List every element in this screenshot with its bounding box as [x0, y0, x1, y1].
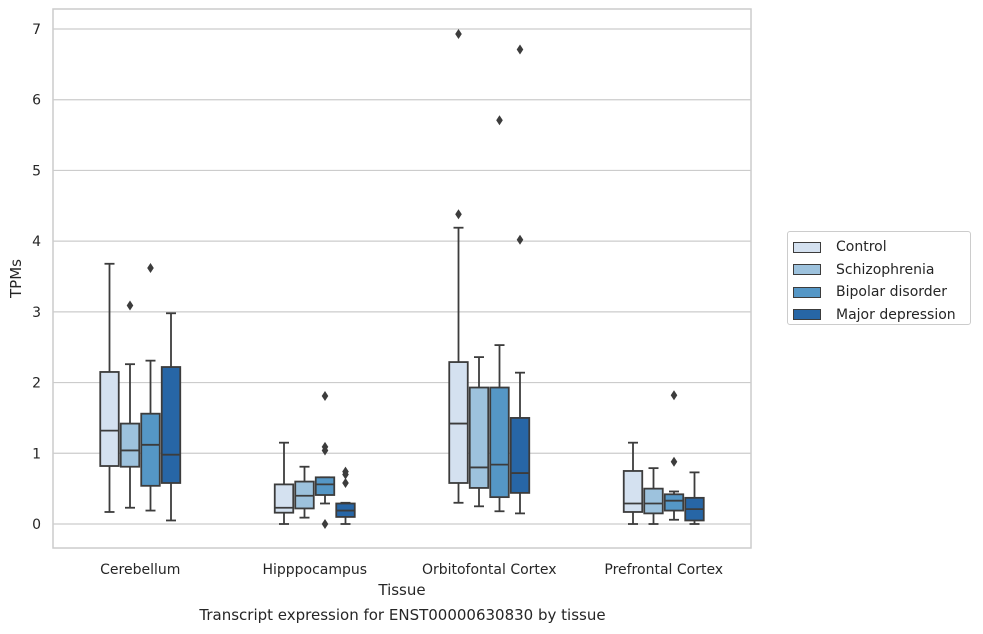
outlier-point: [516, 44, 524, 55]
outlier-point: [321, 391, 329, 402]
outlier-point: [496, 115, 503, 126]
box-schizophrenia: [643, 487, 664, 515]
legend-item: Schizophrenia: [793, 259, 970, 282]
outlier-point: [147, 263, 154, 274]
legend-label: Control: [836, 239, 887, 256]
legend-item: Control: [793, 236, 970, 259]
box-control: [273, 483, 295, 514]
y-tick-label: 5: [32, 163, 41, 179]
outlier-point: [126, 300, 134, 311]
x-axis-title: Tissue: [377, 581, 425, 599]
outlier-point: [342, 477, 349, 488]
plot-frame: [52, 8, 752, 549]
outlier-point: [455, 209, 462, 220]
box-major-depression: [160, 366, 182, 484]
outlier-point: [670, 456, 678, 467]
legend-swatch: [793, 286, 821, 298]
outlier-point: [321, 441, 329, 452]
x-tick-label: Orbitofontal Cortex: [422, 562, 557, 578]
outlier-point: [670, 390, 678, 401]
legend-swatch: [793, 241, 821, 253]
y-tick-label: 1: [32, 446, 41, 462]
box-bipolar-disorder: [489, 386, 510, 499]
y-tick-label: 7: [32, 22, 41, 38]
y-tick-label: 6: [32, 93, 41, 109]
y-tick-label: 3: [32, 305, 41, 321]
legend-swatch: [793, 264, 821, 276]
x-tick-label: Prefrontal Cortex: [604, 562, 723, 578]
x-tick-label: Hipppocampus: [262, 562, 367, 578]
box-control: [448, 361, 469, 484]
legend-item: Major depression: [793, 304, 970, 327]
legend-item: Bipolar disorder: [793, 281, 970, 304]
y-tick-label: 2: [32, 376, 41, 392]
legend-swatch: [793, 309, 821, 321]
outlier-point: [342, 466, 349, 477]
box-control: [99, 371, 120, 467]
box-schizophrenia: [468, 386, 490, 489]
y-tick-label: 0: [32, 517, 41, 533]
legend-label: Bipolar disorder: [836, 284, 948, 301]
chart-caption: Transcript expression for ENST0000063083…: [199, 606, 606, 624]
outlier-point: [455, 28, 462, 39]
box-bipolar-disorder: [314, 476, 336, 496]
outlier-point: [516, 234, 524, 245]
box-bipolar-disorder: [140, 412, 161, 487]
y-axis-title: TPMs: [7, 259, 25, 299]
outlier-point: [321, 519, 329, 529]
y-tick-label: 4: [32, 234, 41, 250]
box-control: [622, 470, 644, 513]
legend: Control Schizophrenia Bipolar disorder Majo…: [787, 231, 971, 325]
box-bipolar-disorder: [663, 493, 685, 512]
x-tick-label: Cerebellum: [100, 562, 180, 578]
box-major-depression: [509, 417, 531, 494]
box-schizophrenia: [119, 422, 141, 468]
legend-label: Schizophrenia: [836, 261, 935, 278]
legend-label: Major depression: [836, 306, 956, 323]
